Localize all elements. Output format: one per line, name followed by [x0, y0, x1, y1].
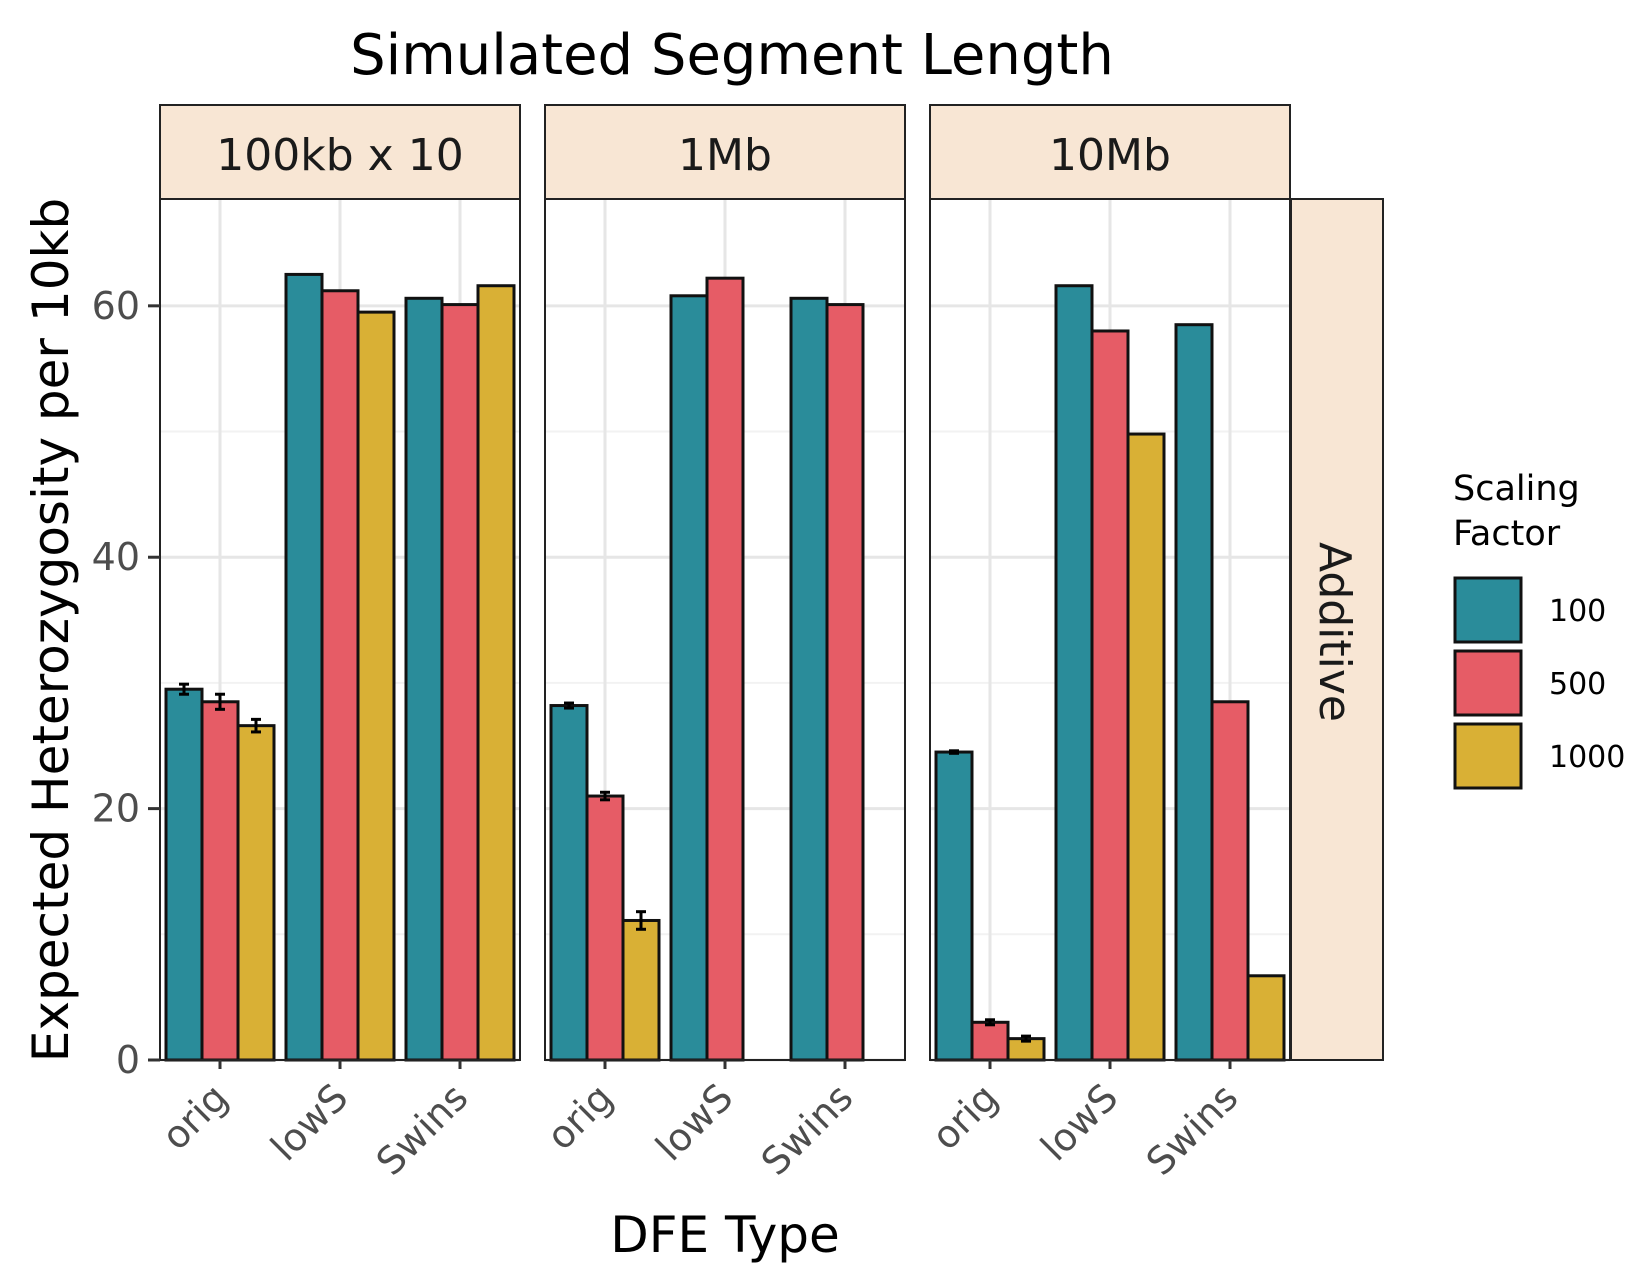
- bar-10Mb-Swins-500: [1210, 700, 1250, 1062]
- bar-1Mb-Swins-500: [825, 303, 865, 1062]
- x-axis: orig lowS Swins orig lowS Swins orig lowS Swins: [153, 1060, 1246, 1184]
- facet-panels: [159, 198, 1291, 1062]
- bar-100kbx10-lowS-500: [320, 289, 360, 1062]
- bar-1Mb-lowS-100: [669, 294, 709, 1062]
- bar-1Mb-orig-1000: [621, 918, 661, 1062]
- facet-strip-label: 10Mb: [1049, 130, 1171, 181]
- bar-1Mb-Swins-100: [789, 296, 829, 1062]
- facet-strip-label: 1Mb: [678, 130, 772, 181]
- legend-label-500: 500: [1549, 667, 1606, 702]
- facet-strips: 100kb x 10 1Mb 10Mb: [159, 104, 1291, 200]
- bar-100kbx10-orig-100: [164, 687, 204, 1062]
- y-tick-label: 40: [92, 535, 140, 579]
- bar-10Mb-orig-500: [970, 1020, 1010, 1062]
- bar-100kbx10-Swins-1000: [476, 284, 516, 1062]
- row-strip-box: [1290, 198, 1384, 1061]
- panel-2: [544, 198, 906, 1062]
- x-axis-title: DFE Type: [610, 1206, 840, 1264]
- x-tick-label: lowS: [1032, 1075, 1126, 1169]
- bar-10Mb-lowS-500: [1090, 329, 1130, 1062]
- y-tick-label: 0: [116, 1038, 140, 1082]
- panel-3: [929, 198, 1291, 1062]
- chart-title: Simulated Segment Length: [350, 23, 1114, 88]
- y-axis-title: Expected Heterozygosity per 10kb: [22, 198, 80, 1062]
- legend-title-line-2: Factor: [1453, 514, 1561, 554]
- x-tick-label: orig: [538, 1075, 621, 1158]
- bar-100kbx10-lowS-100: [284, 272, 324, 1062]
- bar-100kbx10-Swins-100: [404, 296, 444, 1062]
- y-tick-label: 60: [92, 284, 140, 328]
- legend-swatch-100: [1453, 576, 1523, 644]
- legend-label-1000: 1000: [1549, 740, 1625, 775]
- bar-10Mb-Swins-1000: [1246, 974, 1286, 1062]
- y-axis: 0 20 40 60: [92, 284, 160, 1082]
- bar-10Mb-lowS-100: [1054, 284, 1094, 1062]
- bar-10Mb-lowS-1000: [1126, 432, 1166, 1062]
- x-tick-label: orig: [153, 1075, 236, 1158]
- legend-swatch-500: [1453, 649, 1523, 717]
- row-strip: Additive: [1290, 198, 1384, 1061]
- bar-10Mb-orig-100: [934, 750, 974, 1062]
- bar-1Mb-lowS-500: [705, 276, 745, 1062]
- row-strip-label: Additive: [1309, 542, 1360, 722]
- panel-1: [159, 198, 521, 1062]
- bar-100kbx10-orig-500: [200, 700, 240, 1062]
- legend-swatch-1000: [1453, 722, 1523, 790]
- bar-1Mb-orig-500: [585, 794, 625, 1062]
- y-tick-label: 20: [92, 787, 140, 831]
- x-tick-label: Swins: [753, 1075, 862, 1184]
- x-tick-label: lowS: [262, 1075, 356, 1169]
- facet-strip-box: [929, 104, 1291, 200]
- x-tick-label: lowS: [647, 1075, 741, 1169]
- facet-strip-box: [159, 104, 521, 200]
- x-tick-label: orig: [923, 1075, 1006, 1158]
- legend-title: Scaling Factor: [1453, 469, 1591, 554]
- x-tick-label: Swins: [1138, 1075, 1247, 1184]
- facet-strip-box: [544, 104, 906, 200]
- bar-1Mb-orig-100: [549, 704, 589, 1062]
- facet-strip-label: 100kb x 10: [216, 130, 463, 181]
- legend: Scaling Factor 100 500 1000: [1453, 469, 1625, 790]
- bar-100kbx10-lowS-1000: [356, 310, 396, 1062]
- bar-100kbx10-Swins-500: [440, 303, 480, 1062]
- bar-10Mb-Swins-100: [1174, 323, 1214, 1062]
- legend-title-line-1: Scaling: [1453, 469, 1580, 509]
- legend-label-100: 100: [1549, 594, 1606, 629]
- legend-entries: 100 500 1000: [1453, 576, 1625, 790]
- bar-100kbx10-orig-1000: [236, 724, 276, 1062]
- x-tick-label: Swins: [368, 1075, 477, 1184]
